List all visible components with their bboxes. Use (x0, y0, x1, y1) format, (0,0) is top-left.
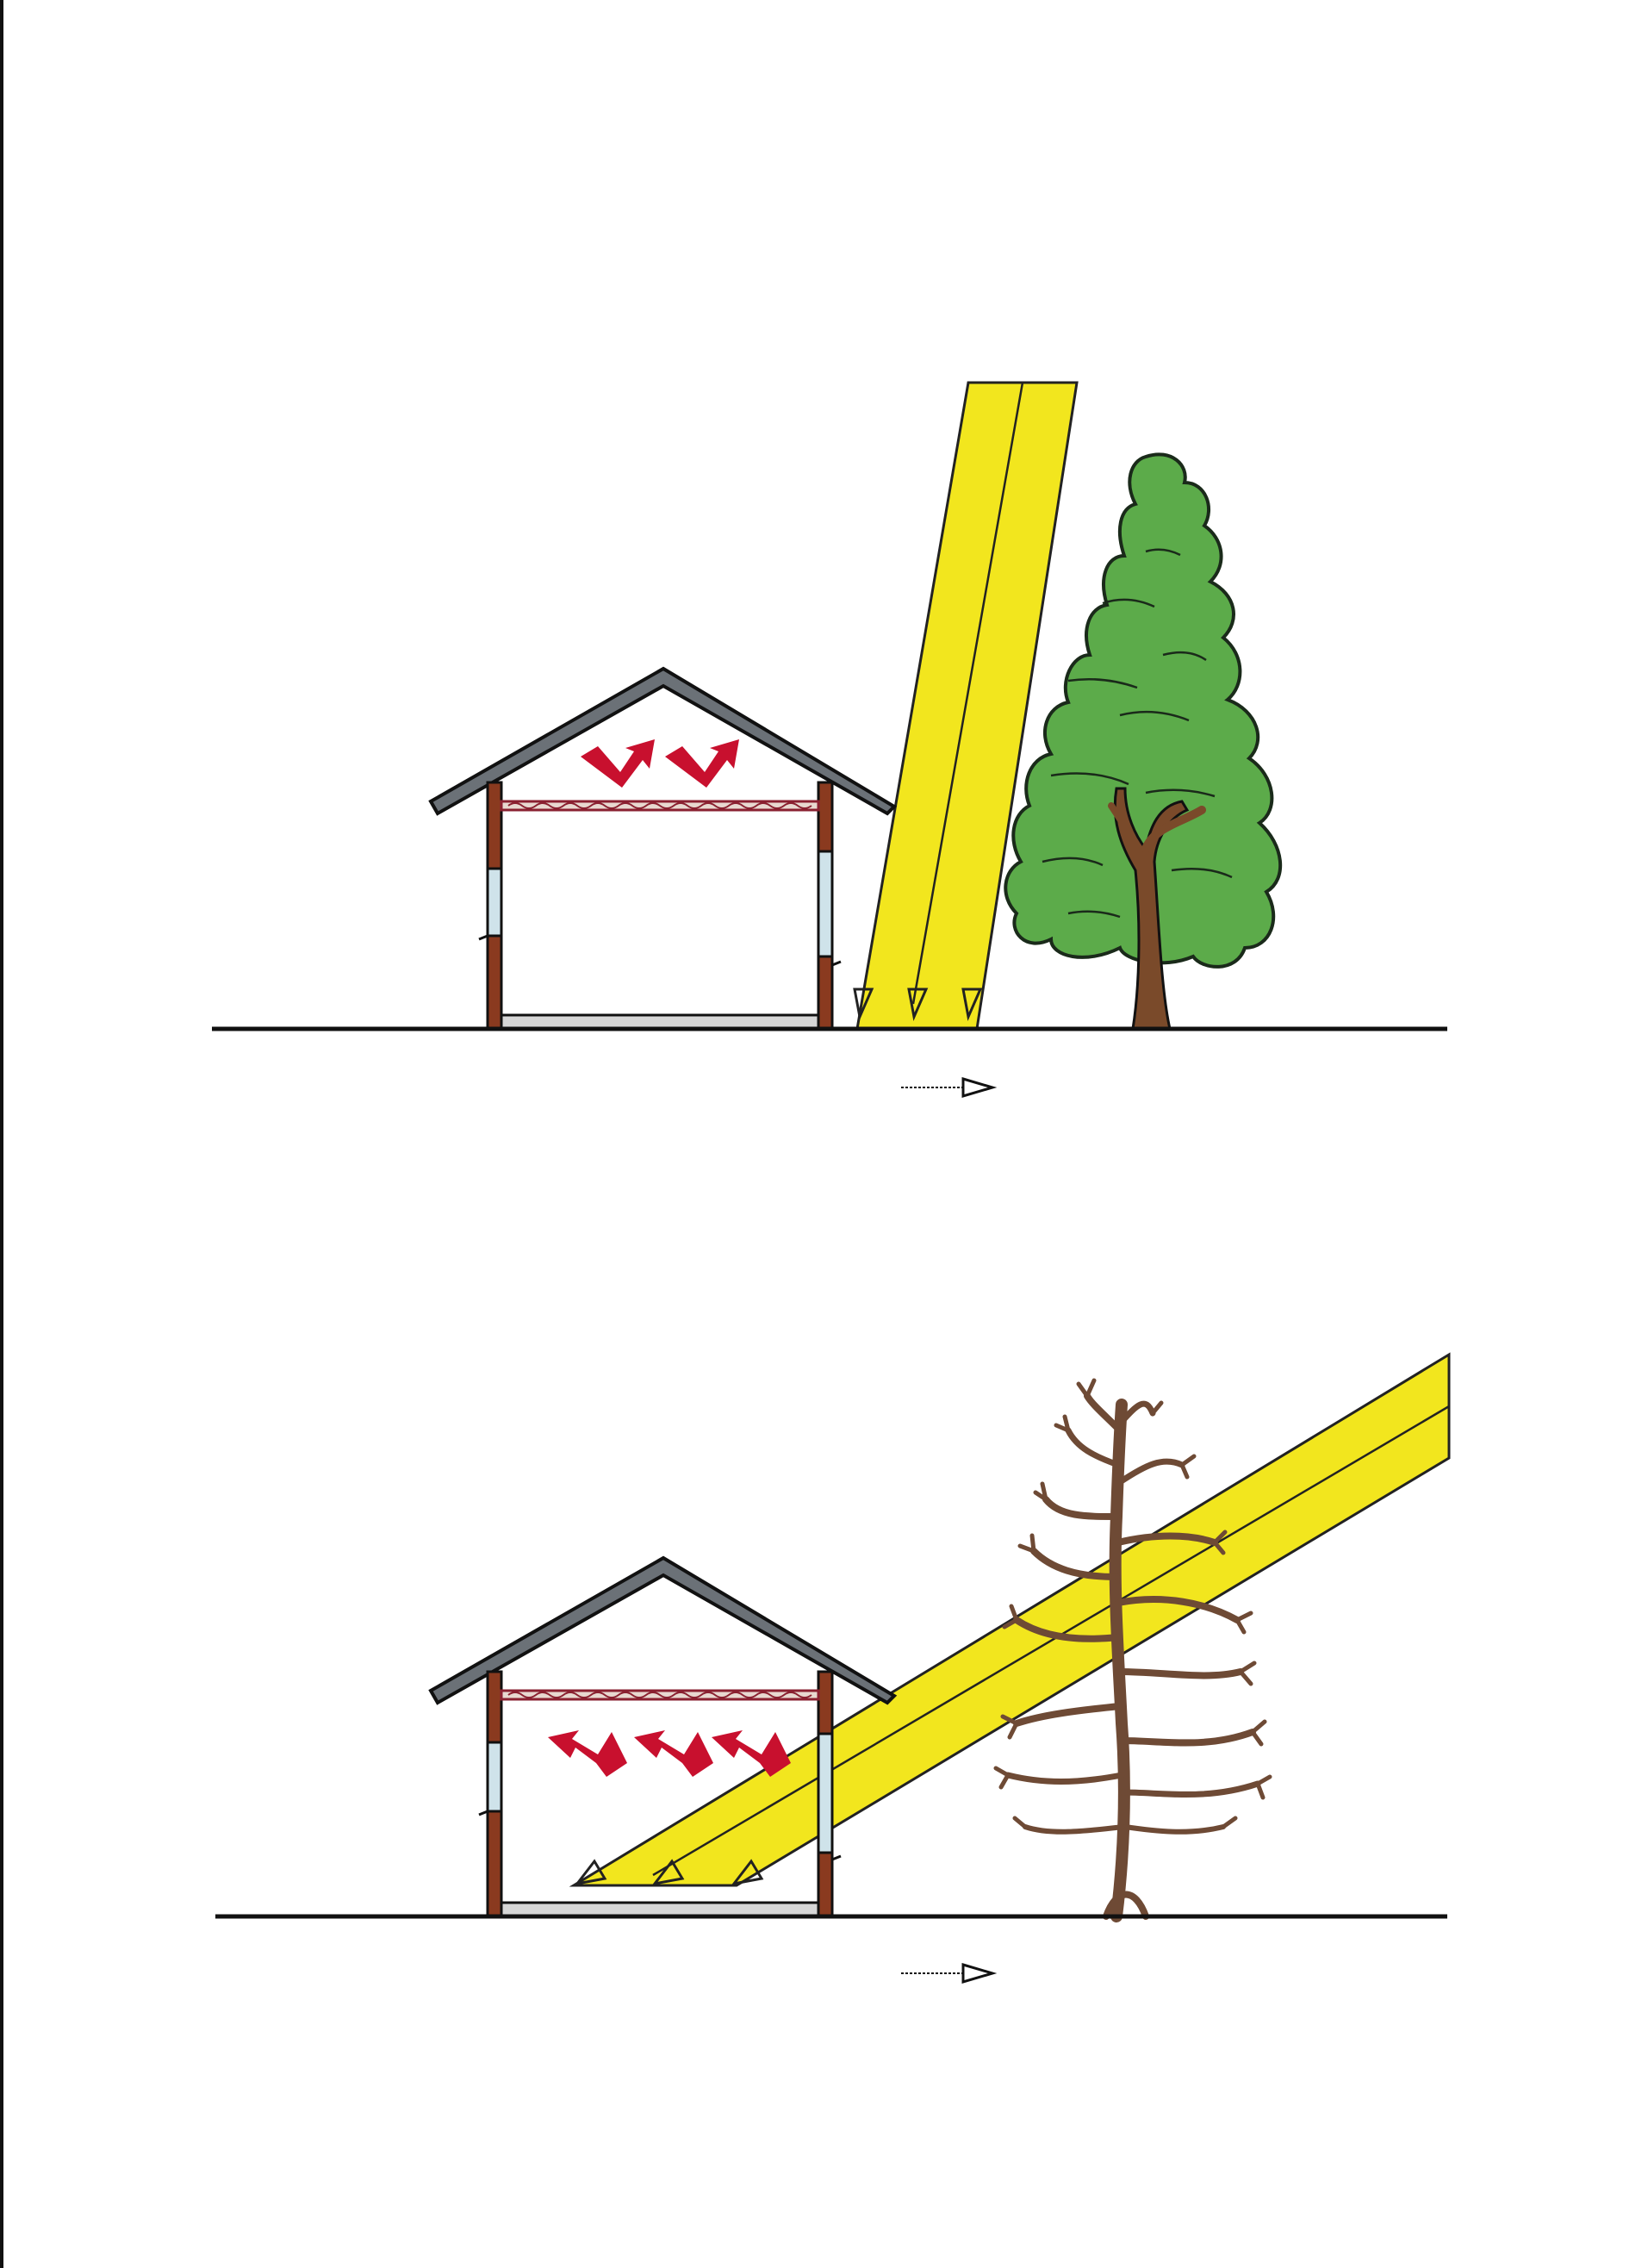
heat-arrow-icon (581, 739, 655, 788)
tree-branch (1118, 1400, 1156, 1425)
roof (428, 1555, 898, 1705)
tree-branch (1084, 1393, 1123, 1434)
tree-branch (1023, 1824, 1126, 1835)
wall-left (486, 934, 503, 1031)
heat-arrow-icon (548, 1730, 627, 1777)
tree-foliage (1004, 452, 1283, 969)
tree-branch (1030, 1548, 1120, 1580)
tree-branch (1108, 802, 1142, 857)
tree-branch (1042, 1496, 1120, 1520)
sill-tick (478, 1810, 488, 1816)
south-direction-arrow-icon (901, 1076, 998, 1099)
heat-arrow-icon (634, 1730, 713, 1777)
heat-arrows-summer (581, 739, 739, 788)
house-summer (428, 666, 898, 1031)
sun-ray-line (911, 382, 1024, 1005)
tree-branch (1141, 806, 1206, 853)
sun-ray-line (652, 1405, 1450, 1877)
window-left (486, 867, 503, 938)
ceiling-insulation-texture (507, 802, 812, 809)
heat-arrows-winter (548, 1730, 791, 1777)
sun-ray-arrowhead (961, 988, 983, 1022)
sill-tick (831, 960, 842, 967)
tree-branch (1123, 1824, 1226, 1835)
south-direction-arrow-icon (901, 1962, 998, 1984)
tree-branch (1013, 1703, 1123, 1727)
wall-right (817, 955, 834, 1031)
sill-tick (478, 934, 488, 941)
sun-beam-band (569, 1352, 1451, 1887)
tree-twig (993, 1378, 1272, 1829)
tree-branch (1118, 1729, 1256, 1747)
tree-branch (1115, 1532, 1218, 1546)
tree-bare (993, 1378, 1272, 1922)
ceiling-insulation-texture (507, 1692, 812, 1698)
tree-leafy (1004, 452, 1283, 1031)
window-right (817, 850, 834, 958)
wall-left (486, 1810, 503, 1918)
tree-branch (1116, 1458, 1185, 1486)
wall-left (486, 1670, 503, 1744)
wall-right (817, 1851, 834, 1918)
tree-branch (1115, 1596, 1241, 1623)
tree-branch (1120, 1780, 1261, 1798)
panel-summer (212, 381, 1447, 1099)
sun-ray-arrowhead (907, 988, 929, 1022)
tree-branch (1065, 1427, 1122, 1468)
wall-right (817, 1670, 834, 1735)
left-border-line (0, 0, 3, 2268)
tree-branch (1116, 1668, 1244, 1679)
roof (428, 666, 898, 816)
window-right (817, 1732, 834, 1854)
sun-beam-winter (569, 1352, 1451, 1887)
panel-winter (215, 1352, 1451, 1984)
foliage-texture (1042, 548, 1233, 919)
heat-arrow-icon (712, 1730, 791, 1777)
sun-ray-arrowhead (651, 1859, 685, 1886)
wall-right (817, 781, 834, 853)
sill-tick (831, 1854, 842, 1861)
wall-left (486, 781, 503, 870)
heat-arrow-icon (665, 739, 739, 788)
tree-branch (1013, 1617, 1122, 1642)
tree-trunk-base (1103, 1891, 1149, 1920)
sun-ray-arrowhead (853, 988, 874, 1022)
window-left (486, 1741, 503, 1813)
sun-ray-arrowhead (731, 1859, 764, 1886)
sun-ray-arrowhead (574, 1859, 607, 1886)
tree-branch (1004, 1772, 1125, 1785)
